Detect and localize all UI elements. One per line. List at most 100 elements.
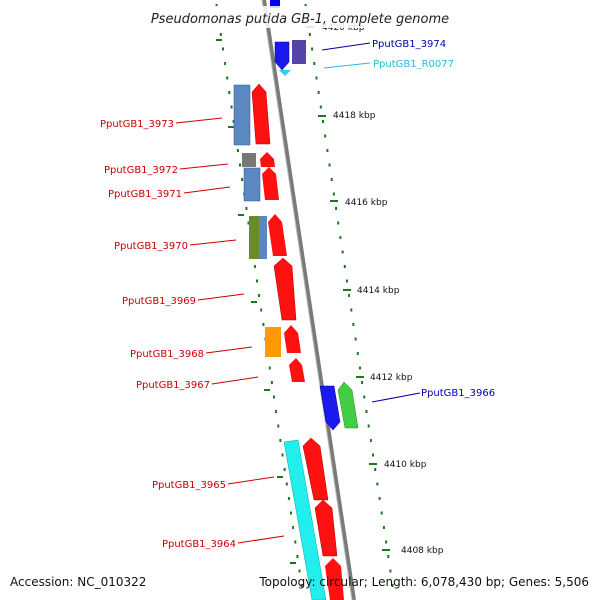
gene-3968-forward[interactable] (284, 325, 301, 353)
track-dot (281, 453, 284, 457)
track-dot (326, 149, 329, 152)
gene-3972-forward[interactable] (260, 152, 275, 167)
track-dot (324, 134, 327, 138)
label-gene-3974[interactable]: PputGB1_3974 (372, 39, 446, 50)
track-dot (317, 91, 320, 94)
track-dot (236, 149, 239, 152)
leader-3974 (321, 42, 371, 51)
label-gene-3969[interactable]: PputGB1_3969 (122, 296, 196, 307)
gene-3974-reverse[interactable] (274, 41, 290, 71)
genome-backbone-highlight (261, 0, 353, 600)
gene-bottom-forward[interactable] (325, 558, 344, 600)
track-dot (239, 163, 241, 167)
gene-3964-forward[interactable] (314, 499, 338, 557)
label-gene-R0077[interactable]: PputGB1_R0077 (373, 59, 454, 70)
track-dot (343, 265, 346, 268)
gene-3968-orange[interactable] (265, 327, 281, 357)
track-dot (253, 265, 256, 268)
track-dot (290, 511, 292, 515)
track-dot (341, 250, 344, 254)
label-gene-3968[interactable]: PputGB1_3968 (130, 349, 204, 360)
gene-3971-forward[interactable] (262, 167, 279, 200)
track-dot (268, 366, 271, 370)
gene-3967-forward[interactable] (289, 358, 305, 382)
gene-3966-forward-green[interactable] (337, 381, 359, 429)
gene-3970-olive[interactable] (249, 216, 259, 259)
label-gene-3965[interactable]: PputGB1_3965 (152, 480, 226, 491)
gene-3969-forward[interactable] (273, 257, 297, 321)
gene-3973-reverse[interactable] (233, 84, 251, 146)
gene-3971-reverse[interactable] (243, 167, 261, 202)
track-dot (382, 526, 385, 529)
track-dot (247, 221, 250, 225)
track-dot (378, 497, 381, 500)
leader-3970 (189, 239, 237, 246)
track-dot (258, 294, 261, 297)
label-gene-3967[interactable]: PputGB1_3967 (136, 380, 210, 391)
gene-3970-forward[interactable] (268, 214, 287, 256)
footer-topology: Topology: circular; Length: 6,078,430 bp… (258, 575, 589, 589)
label-gene-3970[interactable]: PputGB1_3970 (114, 241, 188, 252)
track-dot (294, 540, 297, 544)
track-dot (273, 395, 275, 399)
gene-3965-forward[interactable] (302, 437, 329, 501)
track-dot (354, 337, 357, 341)
scale-label-4418: 4418 kbp (333, 111, 376, 121)
track-dot (256, 279, 258, 283)
track-dot (279, 439, 282, 442)
track-dot (228, 91, 231, 94)
track-dot (335, 207, 338, 210)
track-dot (328, 163, 331, 167)
track-dot (262, 323, 265, 326)
track-dot (389, 569, 392, 573)
track-dot (345, 279, 348, 283)
rna-R0077[interactable] (279, 70, 291, 76)
track-dot (363, 395, 366, 399)
track-dot (298, 569, 301, 573)
scale-label-4410: 4410 kbp (384, 460, 427, 470)
track-dot (292, 526, 295, 529)
scale-label-4414: 4414 kbp (357, 286, 400, 296)
track-dot (222, 47, 224, 51)
track-dot (322, 120, 324, 123)
scale-label-4412: 4412 kbp (370, 373, 413, 383)
track-dot (387, 555, 390, 558)
gene-3973-forward[interactable] (251, 83, 271, 145)
track-dot (232, 120, 235, 123)
track-dot (330, 178, 333, 181)
feature-fragment-top-blue (270, 0, 280, 8)
track-dot (367, 424, 370, 428)
leader-3973 (175, 117, 223, 124)
track-dot (319, 105, 322, 109)
gene-3966-reverse[interactable] (319, 385, 341, 431)
track-dot (230, 105, 233, 109)
label-gene-3973[interactable]: PputGB1_3973 (100, 119, 174, 130)
gene-3965-cyan[interactable] (283, 439, 327, 600)
track-dot (339, 236, 342, 239)
label-gene-3964[interactable]: PputGB1_3964 (162, 539, 236, 550)
track-dot (226, 76, 229, 80)
track-dot (372, 453, 374, 457)
label-gene-3971[interactable]: PputGB1_3971 (108, 189, 182, 200)
track-dot (369, 439, 372, 442)
track-dot (300, 584, 303, 587)
scale-track-outer (304, 4, 394, 587)
title-backdrop (140, 6, 462, 28)
track-dot (308, 33, 311, 36)
leader-3968 (205, 346, 253, 354)
gene-3970-blue[interactable] (259, 216, 267, 259)
label-gene-3972[interactable]: PputGB1_3972 (104, 165, 178, 176)
track-dot (348, 294, 351, 297)
track-dot (296, 555, 299, 558)
track-dot (215, 4, 218, 7)
label-gene-3966[interactable]: PputGB1_3966 (421, 388, 495, 399)
gene-3974-purple[interactable] (292, 40, 306, 64)
gene-3972-gray[interactable] (242, 153, 256, 167)
track-dot (337, 221, 340, 225)
scale-label-4408: 4408 kbp (401, 546, 444, 556)
track-dot (283, 468, 286, 471)
track-dot (304, 4, 307, 7)
leader-3971 (183, 186, 231, 194)
